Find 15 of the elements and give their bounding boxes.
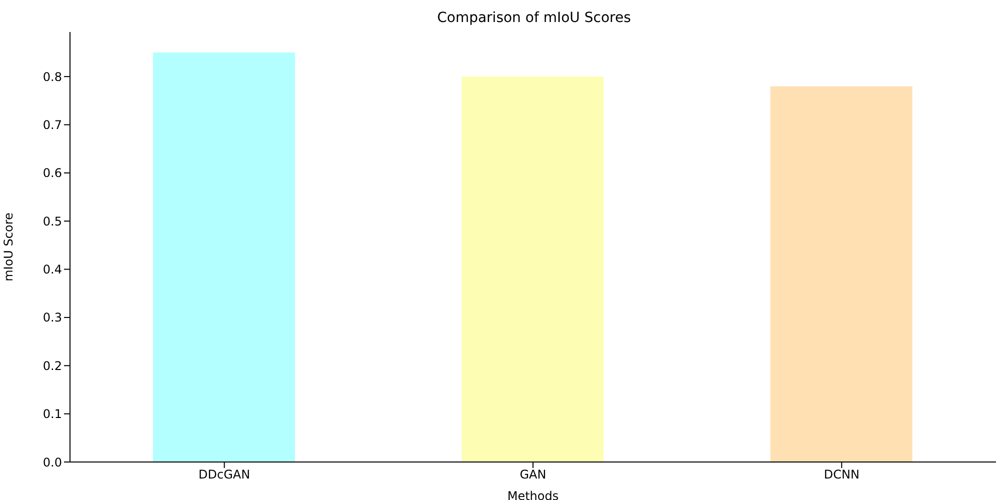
- y-tick-label: 0.4: [42, 262, 62, 277]
- y-tick-label: 0.6: [42, 166, 62, 180]
- chart-title: Comparison of mIoU Scores: [436, 10, 632, 26]
- y-tick-label: 0.1: [42, 407, 62, 422]
- y-tick-label: 0.8: [42, 70, 62, 84]
- y-tick-label: 0.3: [42, 310, 62, 325]
- x-tick-label: GAN: [520, 468, 546, 482]
- y-tick-label: 0.0: [42, 455, 62, 470]
- x-tick-label: DDcGAN: [198, 468, 250, 482]
- y-tick-label: 0.7: [42, 118, 62, 132]
- y-tick-label: 0.5: [42, 214, 62, 228]
- x-tick-label: DCNN: [824, 468, 860, 482]
- x-axis-title: Methods: [507, 489, 559, 500]
- y-axis-title: mIoU Score: [1, 212, 16, 282]
- y-tick-label: 0.2: [42, 358, 62, 373]
